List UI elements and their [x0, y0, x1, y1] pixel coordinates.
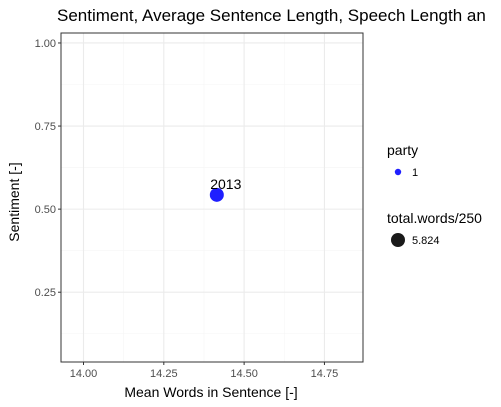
chart-title: Sentiment, Average Sentence Length, Spee… [57, 6, 486, 25]
minor-gridlines [61, 33, 363, 362]
x-tick-label: 14.75 [311, 368, 339, 380]
y-tick-label: 1.00 [35, 38, 56, 50]
data-point-label: 2013 [210, 176, 241, 192]
x-tick-label: 14.25 [150, 368, 178, 380]
legend: party 1 total.words/250 5.824 [387, 142, 482, 247]
x-tick-label: 14.50 [230, 368, 258, 380]
legend-size-key [391, 233, 405, 247]
data-point [209, 187, 224, 202]
major-gridlines [61, 33, 363, 362]
y-axis-ticks: 0.25 0.50 0.75 1.00 [35, 38, 61, 299]
y-axis-title: Sentiment [-] [6, 162, 22, 241]
panel-border [60, 32, 364, 363]
legend-color-label: 1 [412, 167, 418, 179]
plot-panel: 2013 [60, 32, 364, 363]
data-points: 2013 [209, 176, 242, 202]
legend-color-title: party [387, 142, 418, 158]
x-tick-label: 14.00 [70, 368, 98, 380]
legend-size-title: total.words/250 [387, 210, 482, 226]
y-tick-label: 0.75 [35, 121, 56, 133]
x-axis-title: Mean Words in Sentence [-] [124, 384, 297, 400]
y-tick-label: 0.50 [35, 204, 56, 216]
legend-size-label: 5.824 [412, 235, 440, 247]
legend-color-key [394, 168, 402, 176]
y-tick-label: 0.25 [35, 287, 56, 299]
x-axis-ticks: 14.00 14.25 14.50 14.75 [70, 362, 338, 380]
